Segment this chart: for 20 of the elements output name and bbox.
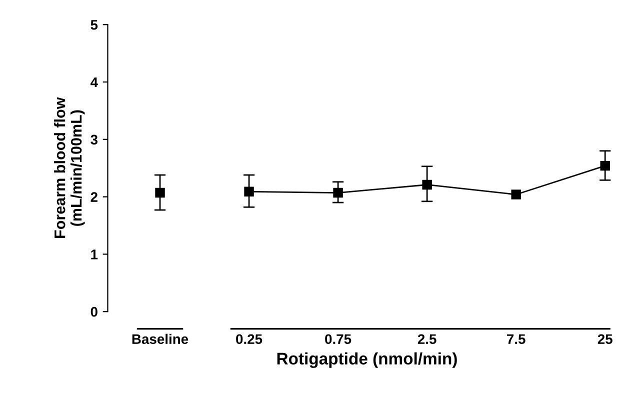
y-tick-label: 5 [90, 20, 98, 30]
x-tick-label: 0.75 [325, 334, 352, 344]
y-tick-label: 0 [90, 306, 98, 317]
point [511, 190, 521, 200]
y-tick-label: 1 [91, 250, 98, 260]
point [155, 188, 165, 198]
x-tick-label: 0.25 [236, 334, 262, 344]
y-tick-label: 3 [90, 134, 98, 145]
x-tick-label: Baseline [132, 334, 188, 344]
y-tick-label: 2 [90, 192, 98, 202]
y-tick-label: 4 [90, 77, 98, 88]
y-axis-title: Forearm blood flow (mL/min/100mL) [54, 97, 85, 238]
x-tick-label: 2.5 [418, 334, 436, 344]
point [422, 180, 432, 190]
point [600, 160, 610, 171]
x-tick-label: 7.5 [507, 334, 526, 344]
point [244, 186, 254, 196]
x-axis-title: Rotigaptide (nmol/min) [277, 352, 457, 368]
point [333, 188, 343, 198]
x-tick-label: 25 [598, 334, 612, 344]
